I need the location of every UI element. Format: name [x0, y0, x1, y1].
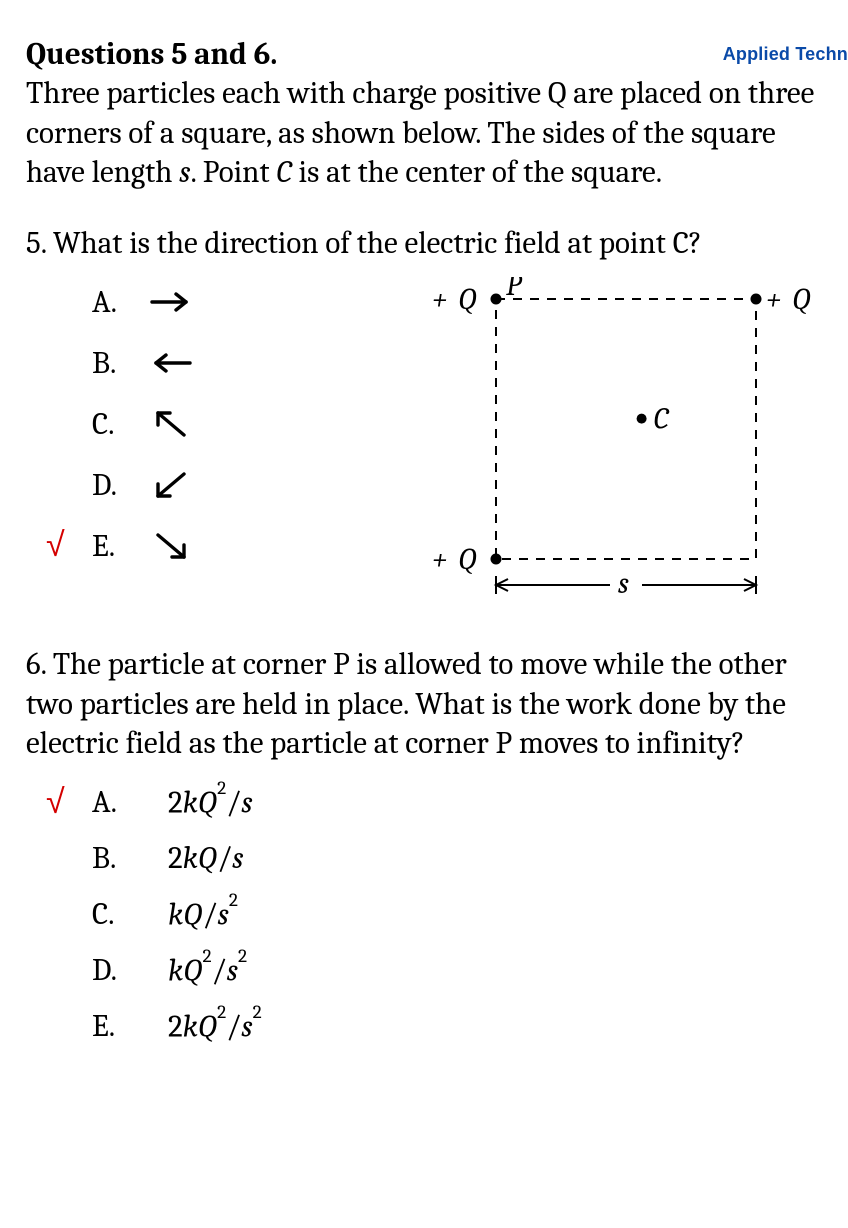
svg-text:C: C: [654, 402, 670, 437]
choice-letter: B.: [92, 345, 146, 381]
page: Applied Techn Questions 5 and 6. Three p…: [0, 36, 848, 1228]
q5-choice-E: √E.: [46, 515, 366, 576]
choice-letter: E.: [92, 528, 146, 564]
arrow-right-icon: [146, 283, 206, 321]
choice-letter: E.: [92, 1008, 146, 1044]
svg-text:Q: Q: [458, 542, 477, 577]
choice-formula: 2kQ2/s2: [168, 1008, 262, 1044]
svg-text:+: +: [432, 542, 447, 577]
arrow-left-icon: [146, 344, 206, 382]
arrow-upleft-icon: [146, 405, 206, 443]
svg-text:s: s: [618, 566, 629, 601]
diagram-svg: + Q P + Q + Q Cs: [376, 277, 816, 607]
q6-choice-B: B. 2kQ/s: [46, 830, 822, 886]
q5-choice-A: A.: [46, 271, 366, 332]
diagram: + Q P + Q + Q Cs: [376, 277, 822, 611]
choice-letter: B.: [92, 840, 146, 876]
choice-letter: D.: [92, 467, 146, 503]
questions-heading: Questions 5 and 6.: [26, 36, 822, 72]
check-mark: √: [46, 783, 92, 822]
svg-text:+: +: [766, 282, 781, 317]
choice-letter: D.: [92, 952, 146, 988]
svg-text:P: P: [506, 277, 523, 303]
q5-prompt: 5. What is the direction of the electric…: [26, 225, 822, 261]
svg-text:Q: Q: [458, 282, 477, 317]
q6-choice-E: E. 2kQ2/s2: [46, 998, 822, 1054]
choice-formula: 2kQ/s: [168, 840, 244, 876]
choice-letter: C.: [92, 406, 146, 442]
q5-body: A.B.C.D.√E. +QP+Q+QCs: [26, 271, 822, 611]
check-mark: √: [46, 526, 92, 565]
choice-letter: C.: [92, 896, 146, 932]
brand-label: Applied Techn: [723, 44, 848, 65]
q6-choice-C: C. kQ/s2: [46, 886, 822, 942]
var-c: C: [276, 154, 291, 190]
var-s: s: [179, 154, 190, 190]
svg-text:Q: Q: [792, 282, 811, 317]
arrow-downright-icon: [146, 527, 206, 565]
intro-p3: is at the center of the square.: [292, 154, 662, 190]
q5-choice-C: C.: [46, 393, 366, 454]
choice-formula: kQ2/s2: [168, 952, 247, 988]
q5-choice-D: D.: [46, 454, 366, 515]
q6-choices: √A. 2kQ2/s B. 2kQ/s C. kQ/s2 D. kQ2/s2 E. 2kQ2/s2: [26, 774, 822, 1054]
choice-letter: A.: [92, 284, 146, 320]
svg-text:+: +: [432, 282, 447, 317]
arrow-downleft-icon: [146, 466, 206, 504]
q6-prompt: 6. The particle at corner P is allowed t…: [26, 645, 822, 764]
q5-choices: A.B.C.D.√E.: [26, 271, 366, 611]
intro-p2: . Point: [191, 154, 277, 190]
q6-choice-A: √A. 2kQ2/s: [46, 774, 822, 830]
intro-text: Three particles each with charge positiv…: [26, 74, 822, 193]
choice-formula: 2kQ2/s: [168, 784, 253, 820]
choice-letter: A.: [92, 784, 146, 820]
choice-formula: kQ/s2: [168, 896, 238, 932]
q5-choice-B: B.: [46, 332, 366, 393]
q6-choice-D: D. kQ2/s2: [46, 942, 822, 998]
